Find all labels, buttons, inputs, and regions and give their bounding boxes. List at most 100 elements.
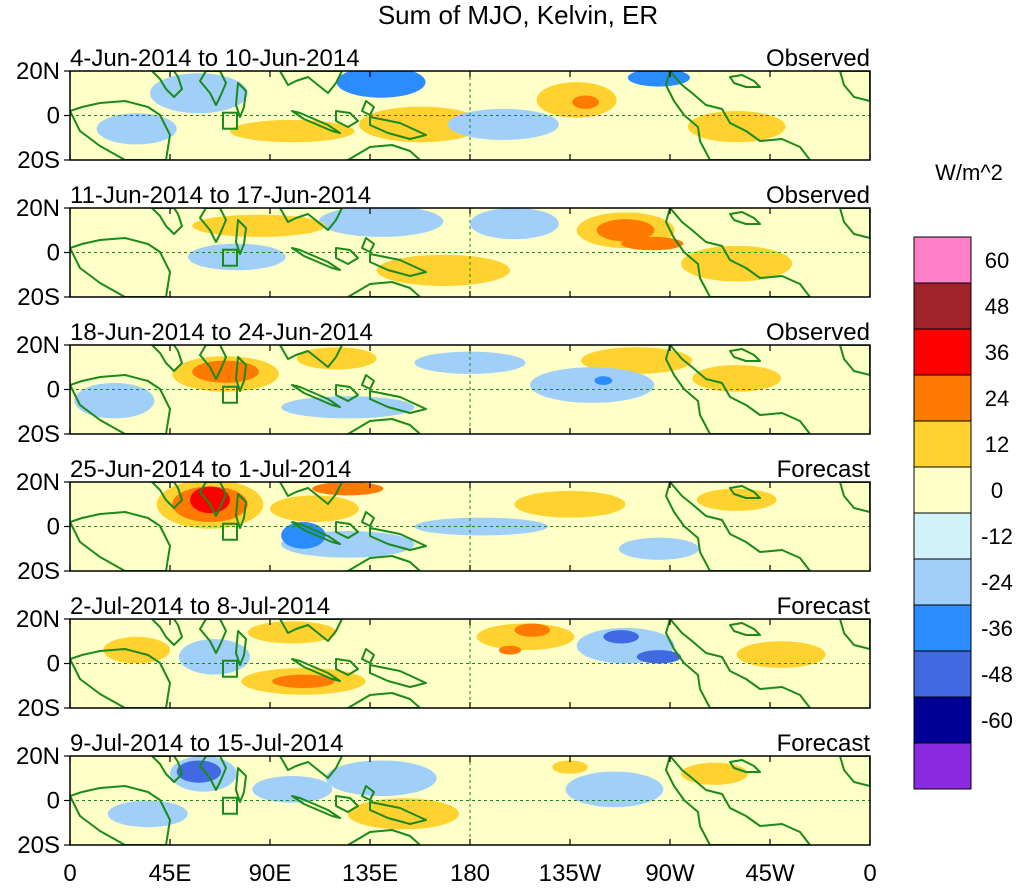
- colorbar-swatch-8: [913, 558, 972, 606]
- anomaly-contour-5: [312, 482, 384, 496]
- anomaly-contour-5: [581, 347, 693, 374]
- anomaly-contour-7: [318, 208, 444, 237]
- coastline-5: [279, 71, 343, 94]
- coastline-3: [199, 756, 227, 791]
- lat-tick-label: 20N: [16, 195, 60, 222]
- anomaly-contour-3: [621, 236, 684, 251]
- anomaly-contour-10: [107, 800, 188, 828]
- anomaly-contour-2: [603, 630, 639, 644]
- anomaly-contour-7: [565, 771, 664, 808]
- colorbar-swatch-1: [913, 236, 972, 284]
- lat-tick-label: 0: [47, 377, 60, 404]
- coastline-10: [347, 144, 421, 160]
- colorbar-swatch-5: [913, 420, 972, 468]
- lat-tick-label: 0: [47, 103, 60, 130]
- coastline-9: [369, 801, 427, 825]
- lat-tick-label: 20N: [16, 58, 60, 85]
- coastline-10: [347, 281, 421, 297]
- anomaly-contour-10: [230, 119, 355, 143]
- lat-tick-label: 20S: [17, 284, 60, 311]
- lon-tick-label: 0: [863, 860, 876, 887]
- coastline-13: [839, 71, 870, 102]
- anomaly-contour-2: [150, 73, 248, 114]
- coastline-2: [151, 208, 183, 235]
- colorbar: W/m^2 60 48 36 24 12 0 -12 -24 -36 -48 -60: [913, 160, 1013, 790]
- coastline-2: [151, 71, 183, 98]
- anomaly-contour-10: [692, 365, 782, 392]
- coastline-13: [839, 345, 870, 376]
- coastline-11: [665, 619, 811, 708]
- map-panel-6: 20N 0 20S 9-Jul-2014 to 15-Jul-2014 Forecast: [16, 730, 871, 859]
- coastline-9: [369, 253, 427, 277]
- panel-date-range: 25-Jun-2014 to 1-Jul-2014: [70, 456, 352, 483]
- coastline-4: [235, 767, 247, 803]
- map-panel-1: 20N 0 20S 4-Jun-2014 to 10-Jun-2014 Observed: [16, 45, 871, 174]
- lat-tick-label: 20S: [17, 147, 60, 174]
- coastline-1: [70, 237, 171, 297]
- panel-type-label: Forecast: [777, 730, 871, 757]
- map-panel-3: 20N 0 20S 18-Jun-2014 to 24-Jun-2014 Observe…: [16, 319, 871, 448]
- coastline-13: [839, 208, 870, 239]
- region-box: [222, 796, 238, 815]
- coastline-3: [199, 619, 227, 654]
- panel-date-range: 4-Jun-2014 to 10-Jun-2014: [70, 45, 360, 72]
- anomaly-contour-2: [176, 760, 222, 783]
- panel-type-label: Forecast: [777, 456, 871, 483]
- anomaly-contour-8: [514, 490, 626, 518]
- anomaly-contour-8: [74, 382, 155, 419]
- lat-tick-label: 0: [47, 651, 60, 678]
- coastline-2: [151, 756, 183, 783]
- coastline-2: [151, 619, 183, 646]
- coastline-1: [70, 785, 171, 845]
- coastline-5: [279, 756, 343, 779]
- colorbar-swatch-11: [913, 696, 972, 744]
- coastline-5: [279, 345, 343, 368]
- lat-tick-label: 0: [47, 788, 60, 815]
- region-box: [222, 111, 238, 130]
- coastline-12: [729, 485, 761, 499]
- coastline-12: [729, 759, 761, 773]
- coastline-11: [665, 482, 811, 571]
- anomaly-contour-11: [103, 636, 170, 664]
- anomaly-contour-6: [498, 645, 522, 655]
- colorbar-swatch-3: [913, 328, 972, 376]
- anomaly-contour-12: [736, 641, 826, 668]
- coastline-4: [235, 219, 247, 255]
- lat-tick-label: 20N: [16, 332, 60, 359]
- colorbar-swatch-7: [913, 512, 972, 560]
- coastline-3: [199, 71, 227, 106]
- colorbar-swatch-2: [913, 282, 972, 330]
- coastline-5: [279, 208, 343, 231]
- colorbar-tick-label: 48: [985, 294, 1009, 319]
- colorbar-tick-label: 12: [985, 432, 1009, 457]
- anomaly-contour-5: [470, 208, 559, 240]
- coastline-11: [665, 71, 811, 160]
- anomaly-contour-9: [414, 517, 548, 536]
- anomaly-contour-2: [596, 219, 655, 242]
- coastline-12: [729, 211, 761, 225]
- coastline-5: [279, 482, 343, 505]
- coastline-11: [665, 208, 811, 297]
- coastline-7: [335, 110, 359, 128]
- coastline-3: [199, 482, 227, 517]
- lat-tick-label: 0: [47, 240, 60, 267]
- lat-tick-label: 20N: [16, 743, 60, 770]
- colorbar-tick-label: 60: [985, 248, 1009, 273]
- coastline-4: [235, 356, 247, 392]
- anomaly-contour-6: [530, 367, 655, 403]
- colorbar-tick-label: 36: [985, 340, 1009, 365]
- coastline-7: [335, 247, 359, 265]
- colorbar-tick-label: -60: [981, 708, 1013, 733]
- colorbar-unit: W/m^2: [935, 160, 1003, 185]
- anomaly-contour-11: [447, 108, 559, 140]
- colorbar-tick-label: -36: [981, 616, 1013, 641]
- coastline-10: [347, 555, 421, 571]
- coastline-3: [199, 345, 227, 380]
- coastline-7: [335, 795, 359, 813]
- anomaly-contour-9: [252, 776, 333, 803]
- coastline-13: [839, 482, 870, 513]
- lat-tick-label: 20S: [17, 832, 60, 859]
- lon-tick-label: 180: [450, 860, 490, 887]
- panel-type-label: Forecast: [777, 593, 871, 620]
